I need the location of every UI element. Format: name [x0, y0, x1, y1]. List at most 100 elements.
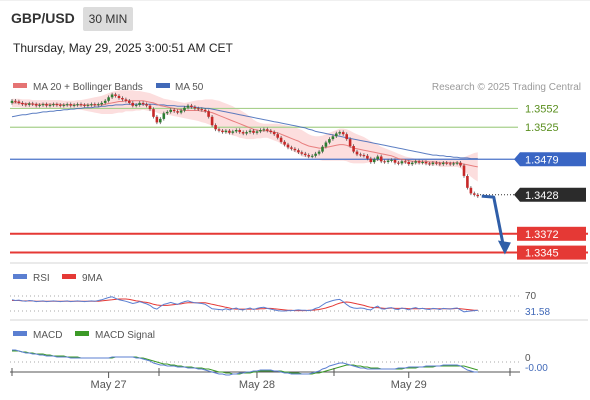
- candle-body: [38, 104, 41, 106]
- candle-body: [148, 105, 152, 110]
- candle-body: [231, 131, 235, 133]
- candle-body: [172, 109, 176, 112]
- forecast-arrow: [481, 194, 511, 255]
- candle-body: [159, 118, 162, 123]
- candle-body: [404, 161, 407, 163]
- candle-body: [131, 102, 134, 106]
- rsi-70-label: 70: [525, 291, 537, 302]
- candle-body: [162, 113, 166, 119]
- pivot-tag-shape: [514, 152, 586, 167]
- candle-body: [210, 116, 214, 126]
- candle-body: [114, 94, 117, 96]
- candle-body: [93, 104, 97, 106]
- candle-body: [24, 104, 28, 106]
- candle-body: [352, 146, 355, 152]
- candle-body: [259, 130, 262, 132]
- candle-body: [45, 104, 48, 106]
- candle-body: [31, 103, 34, 105]
- candle-body: [276, 134, 279, 138]
- macd-legend-label: MACD: [33, 330, 62, 341]
- bollinger-bands: [12, 90, 478, 182]
- macd-legend-swatch: [13, 331, 27, 336]
- candle-body: [110, 94, 114, 98]
- ma20-legend-swatch: [13, 83, 27, 88]
- forecast-arrow-head: [497, 240, 511, 255]
- candle-body: [473, 193, 476, 195]
- candle-body: [138, 102, 141, 105]
- candle-body: [300, 152, 304, 154]
- candle-body: [221, 130, 224, 133]
- candle-body: [27, 103, 31, 105]
- forecast-arrow-shaft: [481, 194, 506, 249]
- candle-body: [462, 165, 466, 176]
- candle-body: [366, 155, 369, 159]
- candle-body: [424, 162, 428, 164]
- key-levels: [10, 107, 588, 254]
- candle-body: [165, 111, 169, 114]
- candle-body: [155, 116, 159, 123]
- candle-body: [441, 162, 445, 165]
- moving-averages: [11, 100, 478, 168]
- candle-body: [252, 130, 255, 133]
- candle-body: [65, 104, 69, 106]
- candle-body: [248, 130, 252, 133]
- x-axis-label: May 27: [91, 379, 127, 391]
- candle-body: [107, 97, 110, 101]
- candle-body: [134, 104, 138, 106]
- candle-body: [97, 104, 100, 106]
- support-2-tag-shape: [517, 245, 586, 260]
- candle-body: [117, 95, 121, 98]
- ma50-legend-label: MA 50: [175, 82, 204, 93]
- candle-body: [152, 109, 155, 117]
- candle-body: [179, 110, 183, 113]
- candle-body: [224, 130, 228, 133]
- bollinger-band-fill: [12, 90, 478, 182]
- rsi-line: [11, 296, 478, 313]
- candle-body: [445, 162, 448, 164]
- candle-body: [169, 109, 172, 112]
- rsi-lines: [11, 296, 478, 313]
- candle-body: [397, 162, 400, 164]
- candle-body: [266, 129, 269, 131]
- candle-body: [435, 162, 438, 164]
- candle-body: [452, 163, 455, 165]
- rsi-legend-swatch: [13, 274, 27, 279]
- candle-body: [124, 99, 128, 101]
- macd-zero-label: 0: [525, 353, 531, 364]
- candle-body: [459, 162, 462, 166]
- candle-body: [417, 161, 421, 163]
- currency-pair-title: GBP/USD: [11, 10, 75, 26]
- candle-body: [431, 162, 435, 165]
- pivot-tag: 1.3479: [514, 152, 586, 166]
- macd-signal-legend-label: MACD Signal: [95, 330, 155, 341]
- candle-body: [421, 162, 424, 163]
- candle-body: [286, 144, 290, 148]
- candle-body: [345, 134, 348, 140]
- candle-body: [410, 162, 414, 165]
- candle-body: [321, 146, 324, 152]
- candle-body: [228, 130, 231, 133]
- x-axis-label: May 28: [239, 379, 275, 391]
- candle-body: [34, 104, 38, 106]
- candle-body: [141, 102, 145, 105]
- timeframe-badge[interactable]: 30 MIN: [83, 7, 133, 31]
- candle-body: [103, 100, 107, 103]
- candle-body: [121, 98, 124, 100]
- candle-body: [83, 104, 86, 106]
- candle-body: [355, 151, 359, 155]
- candle-body: [90, 104, 93, 106]
- candle-body: [21, 102, 24, 105]
- candle-body: [55, 104, 59, 106]
- candle-body: [393, 159, 397, 163]
- candle-body: [428, 163, 431, 165]
- candle-body: [193, 107, 197, 109]
- rsi-ma-legend-swatch: [62, 274, 76, 279]
- candle-body: [207, 111, 210, 117]
- candle-body: [269, 130, 272, 133]
- macd-lines: [12, 349, 478, 376]
- candle-body: [293, 148, 297, 151]
- candle-body: [290, 147, 293, 149]
- support-1-tag-shape: [517, 226, 586, 241]
- candle-body: [348, 139, 352, 147]
